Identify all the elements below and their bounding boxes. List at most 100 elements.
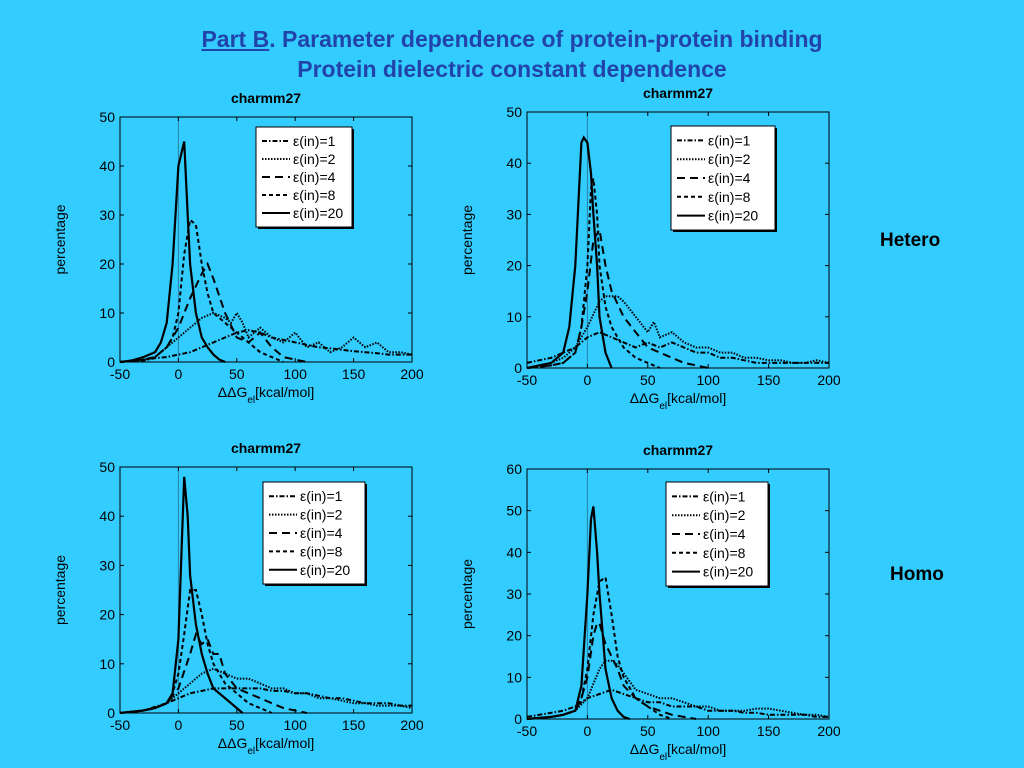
series-line-2 bbox=[119, 667, 413, 714]
legend: ε(in)=1 ε(in)=2 ε(in)=4 ε(in)=8 ε(in)=20 bbox=[255, 126, 354, 229]
chart-title: charmm27 bbox=[643, 85, 713, 101]
y-tick-label: 30 bbox=[99, 207, 115, 223]
x-tick-label: -50 bbox=[110, 717, 130, 733]
series-line-1 bbox=[526, 331, 829, 364]
x-tick-label: 200 bbox=[400, 366, 424, 382]
y-tick-label: 20 bbox=[99, 607, 115, 623]
series-line-5 bbox=[526, 506, 631, 721]
x-tick-label: 0 bbox=[175, 366, 183, 382]
hetero-label: Hetero bbox=[880, 230, 941, 251]
y-tick-label: 0 bbox=[514, 711, 522, 727]
legend-box bbox=[262, 481, 366, 585]
x-tick-label: 150 bbox=[342, 366, 366, 382]
chart-title: charmm27 bbox=[231, 440, 301, 456]
chart-panel-2: -50 0 50 100 150 20001020304050charmm27ΔΔGel[… bbox=[459, 85, 841, 412]
legend-entry: ε(in)=20 bbox=[708, 208, 758, 224]
y-tick-label: 0 bbox=[107, 705, 115, 721]
series-line-4 bbox=[119, 589, 273, 714]
y-tick-label: 50 bbox=[506, 503, 522, 519]
y-tick-label: 0 bbox=[514, 360, 522, 376]
legend-box bbox=[255, 126, 353, 228]
x-tick-label: 50 bbox=[229, 717, 245, 733]
legend-entry: ε(in)=1 bbox=[300, 488, 343, 504]
legend-entry: ε(in)=8 bbox=[300, 543, 343, 559]
series-line-2 bbox=[526, 295, 830, 369]
x-tick-label: 150 bbox=[757, 372, 781, 388]
x-tick-label: 100 bbox=[697, 723, 721, 739]
plot-frame bbox=[119, 116, 413, 363]
slide-title: Part B. Parameter dependence of protein-… bbox=[0, 24, 1024, 84]
x-tick-label: 200 bbox=[817, 372, 841, 388]
y-tick-label: 40 bbox=[506, 544, 522, 560]
series-line-4 bbox=[119, 218, 284, 363]
legend-entry: ε(in)=4 bbox=[293, 169, 336, 185]
series-line-3 bbox=[526, 622, 697, 720]
chart-title: charmm27 bbox=[231, 90, 301, 106]
series-line-5 bbox=[119, 476, 244, 715]
legend-entry: ε(in)=1 bbox=[708, 132, 751, 148]
x-tick-label: -50 bbox=[110, 366, 130, 382]
x-axis-label: ΔΔGel[kcal/mol] bbox=[218, 384, 315, 406]
legend: ε(in)=1 ε(in)=2 ε(in)=4 ε(in)=8 ε(in)=20 bbox=[670, 125, 777, 232]
x-tick-label: 150 bbox=[342, 717, 366, 733]
plot-frame bbox=[526, 111, 830, 369]
homo-label: Homo bbox=[890, 564, 944, 585]
y-tick-label: 20 bbox=[506, 628, 522, 644]
y-tick-label: 0 bbox=[107, 354, 115, 370]
series-line-4 bbox=[526, 178, 661, 369]
legend: ε(in)=1 ε(in)=2 ε(in)=4 ε(in)=8 ε(in)=20 bbox=[665, 481, 770, 588]
y-tick-label: 60 bbox=[506, 461, 522, 477]
legend-entry: ε(in)=20 bbox=[300, 562, 350, 578]
series-line-3 bbox=[119, 631, 308, 714]
y-tick-label: 20 bbox=[99, 256, 115, 272]
legend-entry: ε(in)=8 bbox=[703, 545, 746, 561]
legend-entry: ε(in)=20 bbox=[293, 205, 343, 221]
y-axis-label: percentage bbox=[459, 205, 475, 275]
x-tick-label: 0 bbox=[584, 723, 592, 739]
slide-title-line2: Protein dielectric constant dependence bbox=[297, 56, 727, 82]
y-tick-label: 30 bbox=[506, 586, 522, 602]
y-tick-label: 40 bbox=[99, 158, 115, 174]
x-tick-label: 50 bbox=[640, 372, 656, 388]
x-tick-label: -50 bbox=[517, 372, 537, 388]
series-line-5 bbox=[119, 141, 226, 364]
chart-panel-1: -50 0 50 100 150 20001020304050charmm27ΔΔGel[… bbox=[52, 90, 424, 406]
legend-entry: ε(in)=2 bbox=[708, 151, 751, 167]
y-tick-label: 10 bbox=[506, 669, 522, 685]
y-tick-label: 40 bbox=[506, 155, 522, 171]
legend-entry: ε(in)=1 bbox=[293, 133, 336, 149]
y-axis-label: percentage bbox=[52, 555, 68, 625]
x-tick-label: 100 bbox=[697, 372, 721, 388]
legend-entry: ε(in)=8 bbox=[293, 187, 336, 203]
x-tick-label: 200 bbox=[400, 717, 424, 733]
series-line-2 bbox=[119, 311, 413, 363]
x-axis-label: ΔΔGel[kcal/mol] bbox=[630, 390, 727, 412]
legend-entry: ε(in)=2 bbox=[293, 151, 336, 167]
x-tick-label: 0 bbox=[584, 372, 592, 388]
legend-entry: ε(in)=2 bbox=[703, 507, 746, 523]
x-axis-label: ΔΔGel[kcal/mol] bbox=[218, 735, 315, 757]
x-tick-label: 100 bbox=[284, 717, 308, 733]
y-tick-label: 50 bbox=[99, 109, 115, 125]
legend-box bbox=[670, 125, 776, 231]
legend-entry: ε(in)=2 bbox=[300, 507, 343, 523]
legend-entry: ε(in)=4 bbox=[708, 170, 751, 186]
plot-frame bbox=[119, 466, 413, 714]
y-tick-label: 10 bbox=[506, 309, 522, 325]
chart-panel-3: -50 0 50 100 150 20001020304050charmm27ΔΔGel[… bbox=[52, 440, 424, 757]
slide-title-line1: Part B. Parameter dependence of protein-… bbox=[0, 24, 1024, 54]
series-line-3 bbox=[526, 226, 709, 369]
x-tick-label: 200 bbox=[817, 723, 841, 739]
x-tick-label: -50 bbox=[517, 723, 537, 739]
y-axis-label: percentage bbox=[52, 204, 68, 274]
legend-entry: ε(in)=8 bbox=[708, 189, 751, 205]
legend-entry: ε(in)=1 bbox=[703, 488, 746, 504]
y-axis-label: percentage bbox=[459, 559, 475, 629]
chart-panel-4: -50 0 50 100 150 2000102030405060charmm27ΔΔGe… bbox=[459, 442, 841, 763]
part-b-link[interactable]: Part B bbox=[201, 26, 270, 52]
y-tick-label: 30 bbox=[99, 557, 115, 573]
legend-entry: ε(in)=4 bbox=[300, 525, 343, 541]
y-tick-label: 20 bbox=[506, 258, 522, 274]
x-tick-label: 100 bbox=[284, 366, 308, 382]
